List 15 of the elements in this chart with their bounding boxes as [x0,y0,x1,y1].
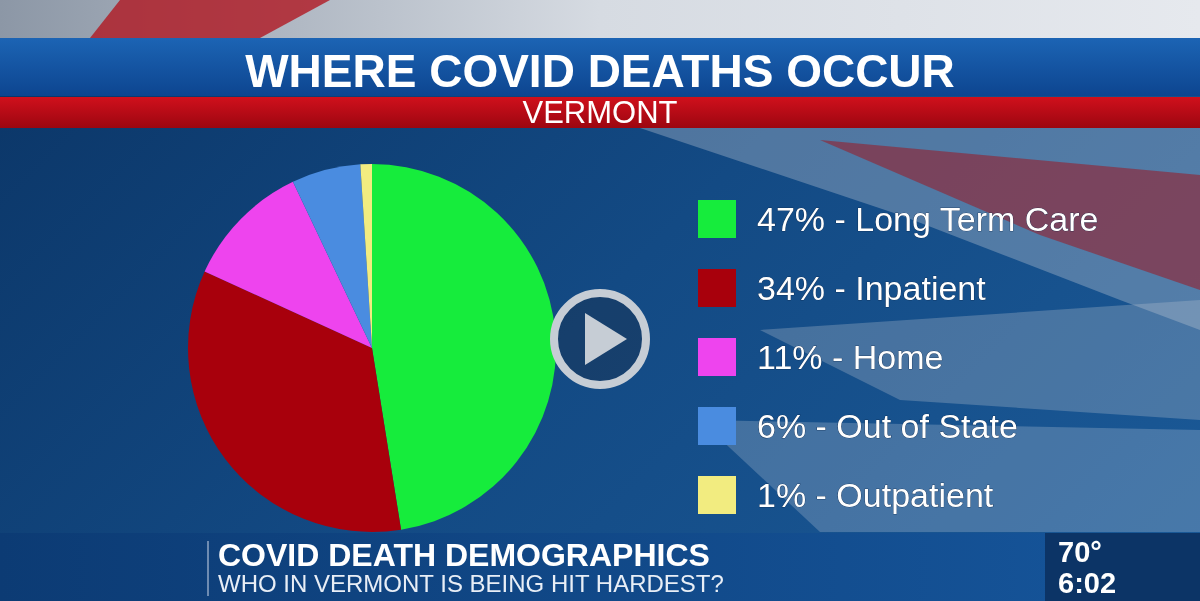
text: 6:02 [1058,567,1117,599]
pie-slice [188,271,402,532]
legend-label: 47% - Long Term Care [757,200,1099,238]
text: COVID DEATH DEMOGRAPHICS [218,537,710,573]
pie-slice [204,181,372,348]
legend-label: 11% - Home [757,338,944,376]
text: 70° [1058,536,1102,568]
text: WHO IN VERMONT IS BEING HIT HARDEST? [218,570,724,597]
chart-subtitle: VERMONT [522,95,678,130]
pie-slice [292,164,372,348]
legend-label: 34% - Inpatient [757,269,987,307]
legend-label: 1% - Outpatient [757,476,994,514]
chart-title: WHERE COVID DEATHS OCCUR [245,45,955,97]
pie-slice [372,164,556,530]
legend-label: 6% - Out of State [757,407,1018,445]
